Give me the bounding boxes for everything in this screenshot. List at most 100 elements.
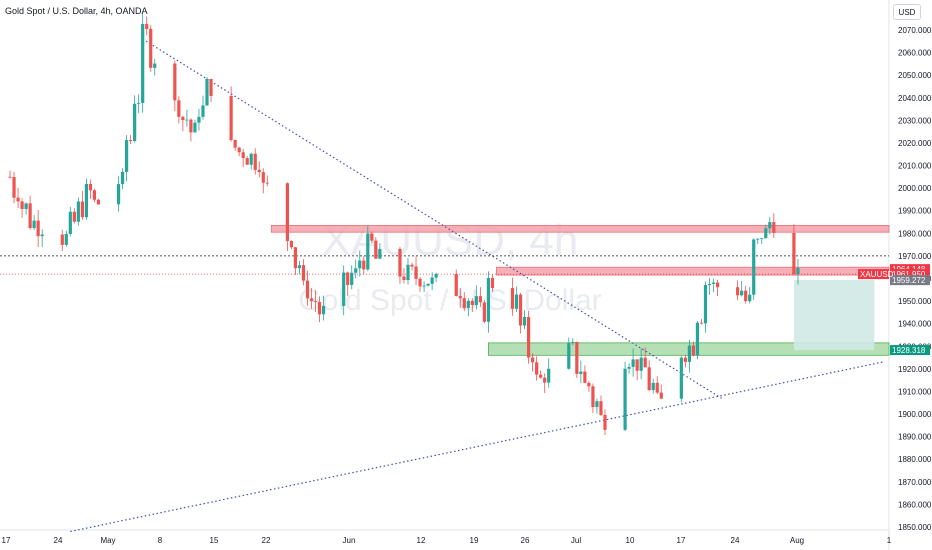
candle-body [744, 290, 748, 302]
candle-body [313, 301, 318, 303]
x-tick-label: 24 [54, 536, 63, 545]
candle-body [301, 265, 306, 281]
candle-body [707, 283, 712, 285]
candle-body [28, 203, 32, 229]
x-tick-label: May [100, 536, 115, 545]
candle-body [309, 298, 314, 302]
candle-body [748, 294, 752, 302]
price-label-mid: 1959.272 [892, 276, 926, 285]
candle-body [514, 294, 519, 309]
chart-title: Gold Spot / U.S. Dollar, 4h, OANDA [5, 6, 148, 16]
currency-button[interactable]: USD [893, 4, 921, 20]
y-tick-label: 1880.000 [898, 455, 932, 464]
candle-body [350, 272, 354, 285]
x-tick-label: 12 [417, 536, 426, 545]
y-tick-label: 1990.000 [898, 207, 932, 216]
target-box [793, 280, 875, 351]
candle-body [249, 153, 253, 165]
x-tick-label: 10 [626, 536, 635, 545]
candle-body [482, 302, 486, 322]
candle-body [12, 177, 16, 198]
y-tick-label: 2000.000 [898, 184, 932, 193]
candle-body [740, 290, 744, 296]
candle-body [522, 317, 527, 326]
candle-body [36, 220, 40, 237]
candle-body [768, 222, 772, 229]
candle-body [418, 278, 422, 287]
candle-body [317, 302, 322, 315]
candle-body [20, 201, 24, 209]
candle-body [297, 265, 302, 269]
candle-body [366, 233, 370, 270]
candle-body [64, 233, 68, 245]
y-tick-label: 2060.000 [898, 49, 932, 58]
candle-body [261, 172, 265, 183]
price-label-current-bg [890, 269, 930, 280]
candle-body [149, 28, 153, 68]
candle-body [736, 287, 740, 296]
x-tick-label: Jul [571, 536, 581, 545]
candle-body [245, 158, 249, 165]
candle-body [486, 277, 490, 322]
candle-body [378, 248, 382, 259]
candle-body [579, 371, 583, 374]
candle-body [193, 122, 197, 133]
candle-body [305, 280, 310, 299]
candle-body [137, 102, 141, 104]
candle-body [285, 183, 289, 242]
candle-body [631, 359, 635, 367]
candle-body [458, 296, 462, 299]
candle-body [32, 220, 36, 229]
candle-body [289, 241, 294, 248]
y-tick-label: 2010.000 [898, 162, 932, 171]
y-tick-label: 1890.000 [898, 433, 932, 442]
candle-body [84, 183, 88, 218]
candle-body [711, 282, 716, 284]
price-label-support: 1928.318 [892, 346, 926, 355]
candle-body [527, 317, 531, 358]
candle-body [177, 100, 181, 117]
candle-body [145, 23, 149, 29]
y-tick-label: 1950.000 [898, 297, 932, 306]
y-tick-label: 2030.000 [898, 116, 932, 125]
candle-body [430, 277, 434, 284]
candle-body [120, 171, 125, 185]
candle-body [583, 371, 587, 383]
candle-body [422, 285, 426, 287]
watermark-subtitle: Gold Spot / U.S. Dollar [298, 284, 601, 317]
x-tick-label: Jun [343, 536, 356, 545]
candle-body [346, 272, 350, 285]
candle-body [237, 147, 241, 153]
candle-body [635, 359, 639, 371]
symbol-tag-bg [858, 269, 889, 280]
watermark-symbol: XAUUSD, 4h [322, 216, 579, 265]
candle-body [92, 190, 97, 200]
price-label-mid-bg [890, 275, 930, 286]
symbol-tag: XAUUSD [860, 270, 894, 279]
candle-body [764, 228, 768, 239]
candle-body [197, 116, 201, 123]
descending-trendline [142, 38, 722, 399]
y-tick-label: 1900.000 [898, 410, 932, 419]
y-tick-label: 1870.000 [898, 478, 932, 487]
candle-body [24, 203, 28, 209]
candle-body [257, 169, 261, 173]
candle-body [591, 386, 595, 408]
candle-body [88, 183, 93, 191]
candle-body [209, 79, 213, 96]
candle-body [241, 152, 245, 159]
x-tick-label: 1 [887, 536, 892, 545]
x-tick-label: 22 [262, 536, 271, 545]
candle-body [599, 401, 603, 415]
candle-body [398, 248, 402, 277]
candle-body [201, 105, 205, 117]
y-tick-label: 2020.000 [898, 139, 932, 148]
candle-body [543, 377, 547, 383]
candle-body [229, 95, 233, 141]
candle-body [699, 322, 704, 324]
x-tick-label: 8 [158, 536, 163, 545]
candle-body [691, 345, 696, 356]
candle-body [189, 119, 193, 133]
